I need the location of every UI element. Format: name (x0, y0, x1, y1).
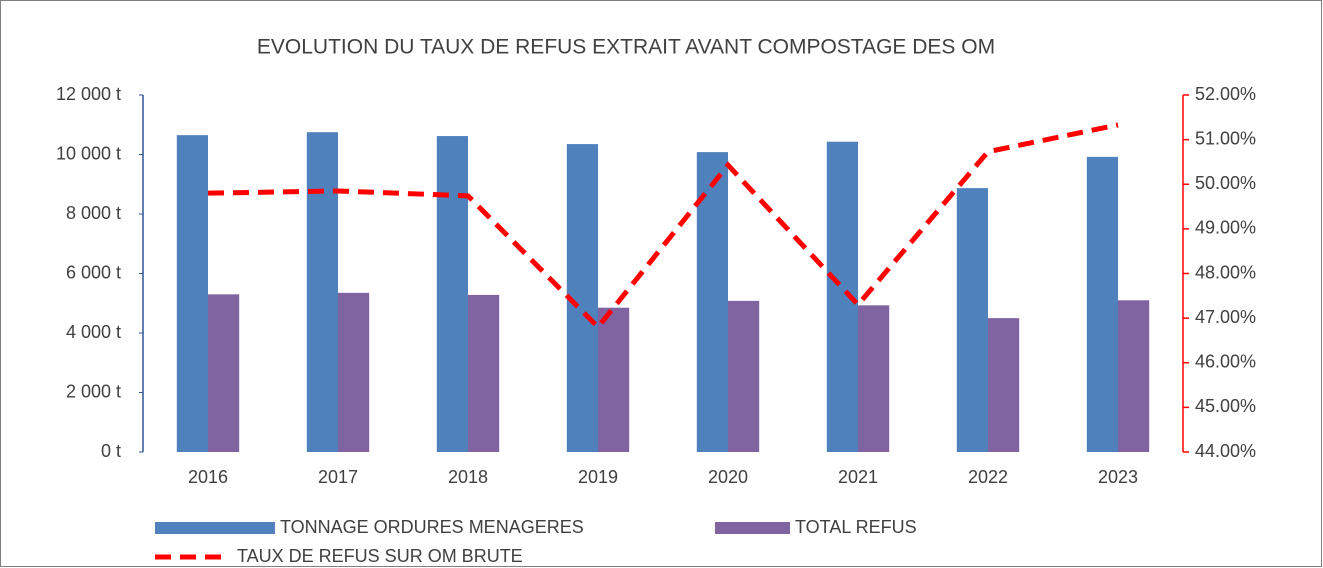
legend-label: TONNAGE ORDURES MENAGERES (280, 517, 584, 537)
x-tick-label: 2020 (708, 467, 748, 487)
bar (306, 132, 338, 452)
y2-tick-label: 45.00% (1195, 396, 1256, 416)
legend-swatch (155, 522, 275, 534)
y-tick-label: 4 000 t (66, 322, 121, 342)
y2-tick-label: 48.00% (1195, 262, 1256, 282)
y-tick-label: 10 000 t (56, 143, 121, 163)
line (207, 122, 1119, 331)
legend-swatch (715, 522, 790, 534)
bar (956, 188, 988, 452)
y-tick-label: 8 000 t (66, 203, 121, 223)
y2-tick-label: 44.00% (1195, 441, 1256, 461)
x-tick-label: 2022 (968, 467, 1008, 487)
y-tick-label: 0 t (101, 441, 121, 461)
bar (728, 300, 760, 452)
y2-tick-label: 51.00% (1195, 128, 1256, 148)
y-tick-label: 6 000 t (66, 262, 121, 282)
bar (858, 305, 890, 452)
bar (988, 318, 1020, 452)
y2-tick-label: 46.00% (1195, 352, 1256, 372)
x-tick-label: 2018 (448, 467, 488, 487)
bar (1086, 156, 1118, 452)
x-tick-label: 2016 (188, 467, 228, 487)
x-tick-label: 2019 (578, 467, 618, 487)
bar (598, 307, 630, 452)
x-tick-label: 2023 (1098, 467, 1138, 487)
bar (696, 152, 728, 452)
x-tick-label: 2021 (838, 467, 878, 487)
chart-title: EVOLUTION DU TAUX DE REFUS EXTRAIT AVANT… (257, 36, 995, 59)
legend-label: TOTAL REFUS (795, 517, 917, 537)
bar (338, 292, 370, 452)
x-tick-label: 2017 (318, 467, 358, 487)
bar (468, 294, 500, 452)
bar (436, 136, 468, 452)
y-tick-label: 2 000 t (66, 381, 121, 401)
bar (208, 294, 240, 452)
y2-tick-label: 47.00% (1195, 307, 1256, 327)
bar (1118, 300, 1150, 452)
bar (176, 135, 208, 452)
y2-tick-label: 50.00% (1195, 173, 1256, 193)
y2-tick-label: 49.00% (1195, 218, 1256, 238)
legend-label: TAUX DE REFUS SUR OM BRUTE (237, 546, 523, 566)
y-tick-label: 12 000 t (56, 84, 121, 104)
y2-tick-label: 52.00% (1195, 84, 1256, 104)
